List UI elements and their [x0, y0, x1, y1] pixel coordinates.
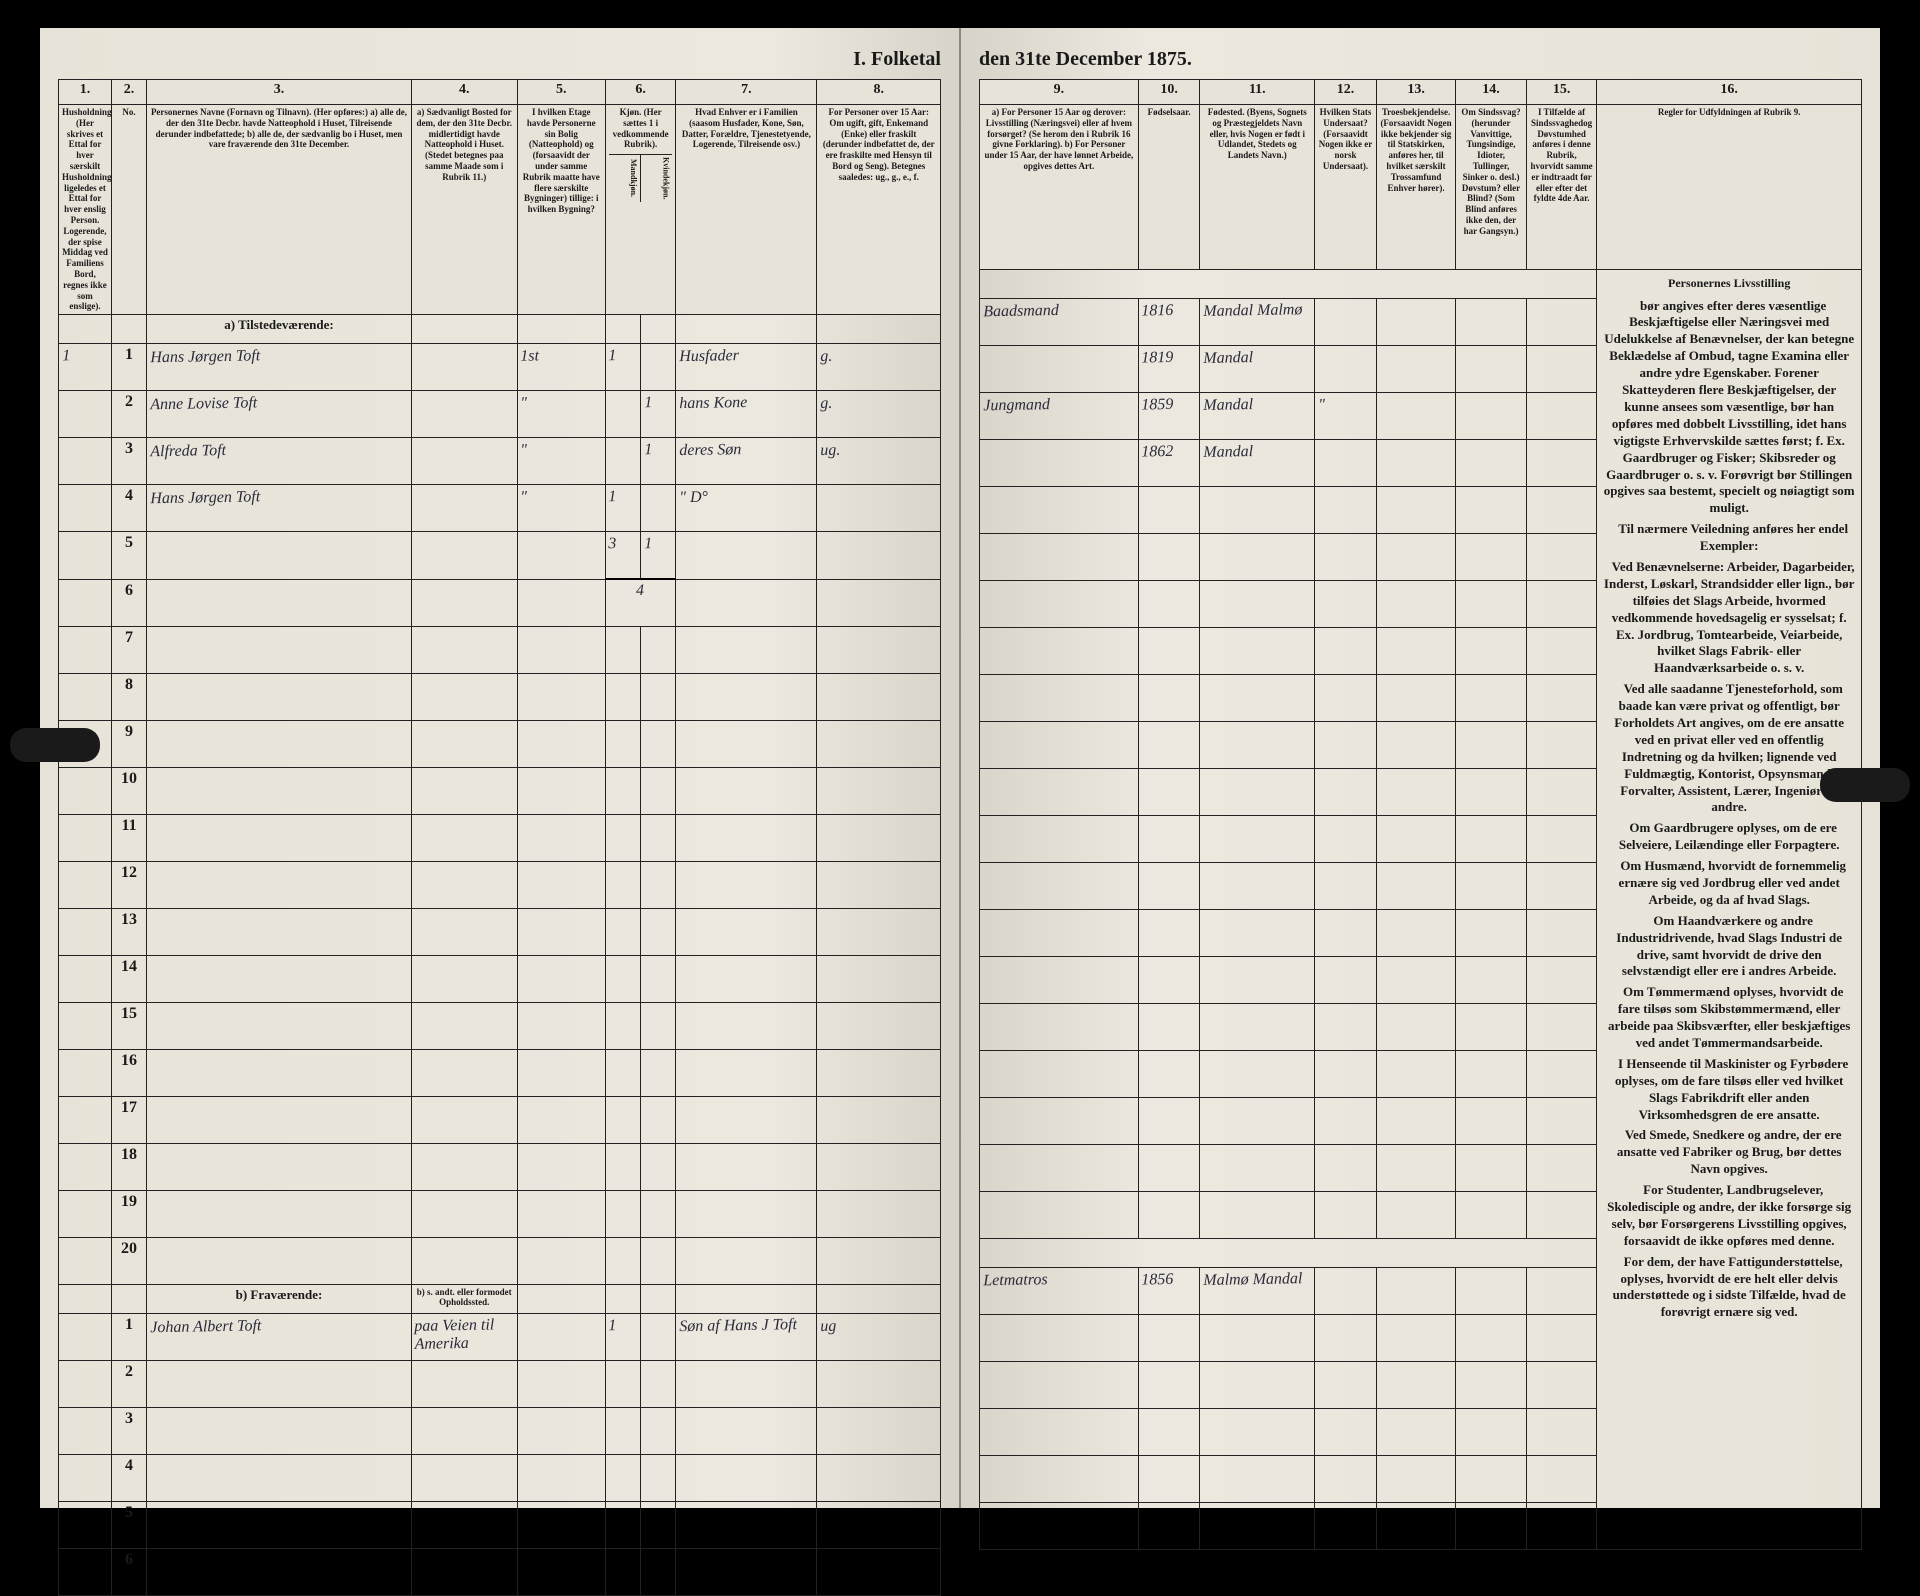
- page-title-right: den 31te December 1875.: [979, 48, 1862, 71]
- col-5: 5.: [517, 80, 605, 105]
- col-2: 2.: [111, 80, 146, 105]
- header-8: For Personer over 15 Aar: Om ugift, gift…: [817, 105, 941, 315]
- col-15: 15.: [1526, 80, 1597, 105]
- header-12: Hvilken Stats Undersaat? (Forsaavidt Nog…: [1315, 105, 1377, 270]
- table-row: 2 Anne Lovise Toft " 1 hans Kone g.: [59, 391, 941, 438]
- col-3: 3.: [147, 80, 412, 105]
- header-9: a) For Personer 15 Aar og derover: Livss…: [980, 105, 1139, 270]
- table-row: 1 1 Hans Jørgen Toft 1st 1 Husfader g.: [59, 344, 941, 391]
- col-16: 16.: [1597, 80, 1862, 105]
- header-13: Troesbekjendelse. (Forsaavidt Nogen ikke…: [1376, 105, 1455, 270]
- header-10: Fødselsaar.: [1138, 105, 1200, 270]
- table-row: 3 Alfreda Toft " 1 deres Søn ug.: [59, 438, 941, 485]
- header-11: Fødested. (Byens, Sognets og Præstegjeld…: [1200, 105, 1315, 270]
- section-absent: b) Fraværende: b) s. andt. eller formode…: [59, 1285, 941, 1314]
- right-page: den 31te December 1875. 9. 10. 11. 12. 1…: [961, 28, 1880, 1508]
- page-title-left: I. Folketal: [58, 48, 941, 71]
- census-ledger: I. Folketal 1. 2. 3. 4. 5. 6. 7. 8. Hush…: [40, 28, 1880, 1508]
- total-row: 6 4: [59, 579, 941, 627]
- rules-column: Personernes Livsstilling bør angives eft…: [1597, 270, 1862, 1550]
- header-2: No.: [111, 105, 146, 315]
- header-7: Hvad Enhver er i Familien (saasom Husfad…: [676, 105, 817, 315]
- col-number-row: 1. 2. 3. 4. 5. 6. 7. 8.: [59, 80, 941, 105]
- header-4: a) Sædvanligt Bosted for dem, der den 31…: [411, 105, 517, 315]
- col-11: 11.: [1200, 80, 1315, 105]
- col-9: 9.: [980, 80, 1139, 105]
- col-6: 6.: [605, 80, 676, 105]
- col-4: 4.: [411, 80, 517, 105]
- header-6: Kjøn. (Her sættes 1 i vedkommende Rubrik…: [605, 105, 676, 315]
- header-row-right: a) For Personer 15 Aar og derover: Livss…: [980, 105, 1862, 270]
- col-10: 10.: [1138, 80, 1200, 105]
- header-14: Om Sindssvag? (herunder Vanvittige, Tung…: [1456, 105, 1527, 270]
- col-8: 8.: [817, 80, 941, 105]
- col-14: 14.: [1456, 80, 1527, 105]
- binder-clip-left: [10, 728, 100, 762]
- header-16: Regler for Udfyldningen af Rubrik 9.: [1597, 105, 1862, 270]
- col-7: 7.: [676, 80, 817, 105]
- col-1: 1.: [59, 80, 112, 105]
- table-row: 1 Johan Albert Toft paa Veien til Amerik…: [59, 1314, 941, 1361]
- section-present: a) Tilstedeværende:: [59, 315, 941, 344]
- left-page: I. Folketal 1. 2. 3. 4. 5. 6. 7. 8. Hush…: [40, 28, 961, 1508]
- header-row-left: Husholdninger. (Her skrives et Ettal for…: [59, 105, 941, 315]
- table-row: 4 Hans Jørgen Toft " 1 " D°: [59, 485, 941, 532]
- right-table: 9. 10. 11. 12. 13. 14. 15. 16. a) For Pe…: [979, 79, 1862, 1550]
- left-table: 1. 2. 3. 4. 5. 6. 7. 8. Husholdninger. (…: [58, 79, 941, 1596]
- header-3: Personernes Navne (Fornavn og Tilnavn). …: [147, 105, 412, 315]
- header-15: I Tilfælde af Sindssvaghedog Døvstumhed …: [1526, 105, 1597, 270]
- header-5: I hvilken Etage havde Personerne sin Bol…: [517, 105, 605, 315]
- col-12: 12.: [1315, 80, 1377, 105]
- binder-clip-right: [1820, 768, 1910, 802]
- header-1: Husholdninger. (Her skrives et Ettal for…: [59, 105, 112, 315]
- col-number-row-right: 9. 10. 11. 12. 13. 14. 15. 16.: [980, 80, 1862, 105]
- col-13: 13.: [1376, 80, 1455, 105]
- sum-row: 5 3 1: [59, 532, 941, 580]
